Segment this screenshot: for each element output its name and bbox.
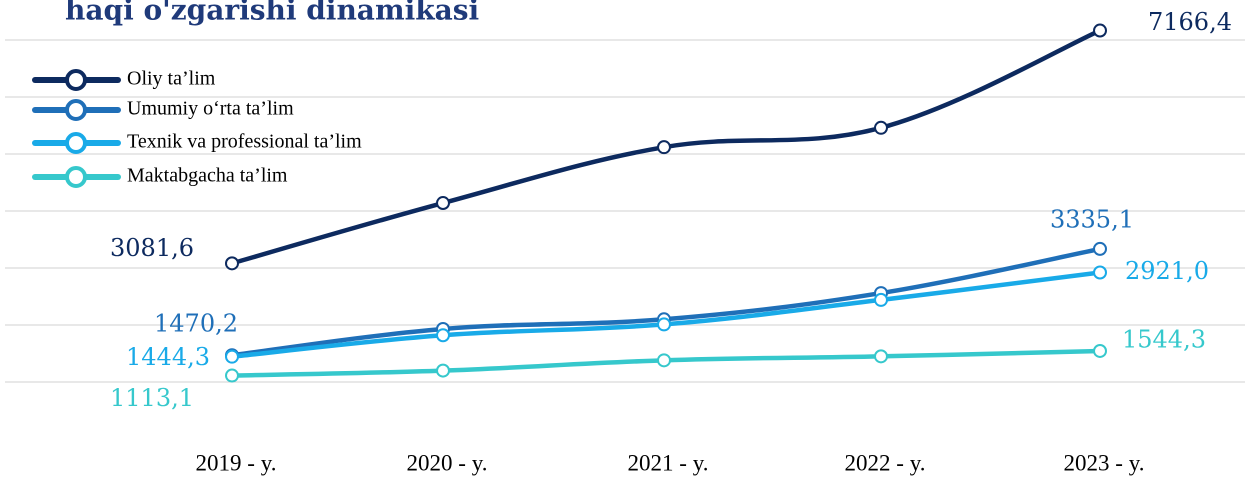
legend-marker xyxy=(65,99,87,121)
point xyxy=(874,349,888,364)
legend-item: Umumiy o‘rta ta’lim xyxy=(32,98,294,121)
point xyxy=(225,256,239,271)
value-label: 1544,3 xyxy=(1122,325,1206,353)
legend-label: Texnik va professional ta’lim xyxy=(127,131,362,153)
legend-label: Oliy ta’lim xyxy=(127,68,216,90)
chart-title: haqi o'zgarishi dinamikasi xyxy=(65,0,479,27)
x-tick-label: 2021 - y. xyxy=(628,450,709,475)
point xyxy=(1093,265,1107,280)
legend-label: Umumiy o‘rta ta’lim xyxy=(127,98,294,120)
x-tick-label: 2022 - y. xyxy=(845,450,926,475)
legend-marker xyxy=(65,132,87,154)
value-label: 3081,6 xyxy=(110,234,194,262)
point xyxy=(1093,23,1107,38)
point xyxy=(1093,241,1107,256)
x-tick-label: 2020 - y. xyxy=(407,450,488,475)
x-tick-label: 2023 - y. xyxy=(1064,450,1145,475)
legend-label: Maktabgacha ta’lim xyxy=(127,165,288,187)
value-label: 2921,0 xyxy=(1125,257,1209,285)
point xyxy=(436,196,450,211)
legend-item: Oliy ta’lim xyxy=(32,68,216,91)
legend-marker xyxy=(65,69,87,91)
value-label: 1444,3 xyxy=(126,343,210,371)
legend-marker xyxy=(65,166,87,188)
legend-item: Maktabgacha ta’lim xyxy=(32,165,288,188)
value-label: 7166,4 xyxy=(1148,8,1232,36)
point xyxy=(657,353,671,368)
point xyxy=(874,292,888,307)
point xyxy=(1093,343,1107,358)
point xyxy=(436,328,450,343)
value-label: 1470,2 xyxy=(154,310,238,338)
legend-item: Texnik va professional ta’lim xyxy=(32,131,362,154)
point xyxy=(657,317,671,332)
series-line xyxy=(231,246,1101,358)
point xyxy=(436,363,450,378)
point xyxy=(874,120,888,135)
value-label: 1113,1 xyxy=(110,384,194,412)
point xyxy=(225,349,239,364)
x-tick-label: 2019 - y. xyxy=(196,450,277,475)
value-label: 3335,1 xyxy=(1050,205,1134,233)
point xyxy=(225,368,239,383)
point xyxy=(657,140,671,155)
